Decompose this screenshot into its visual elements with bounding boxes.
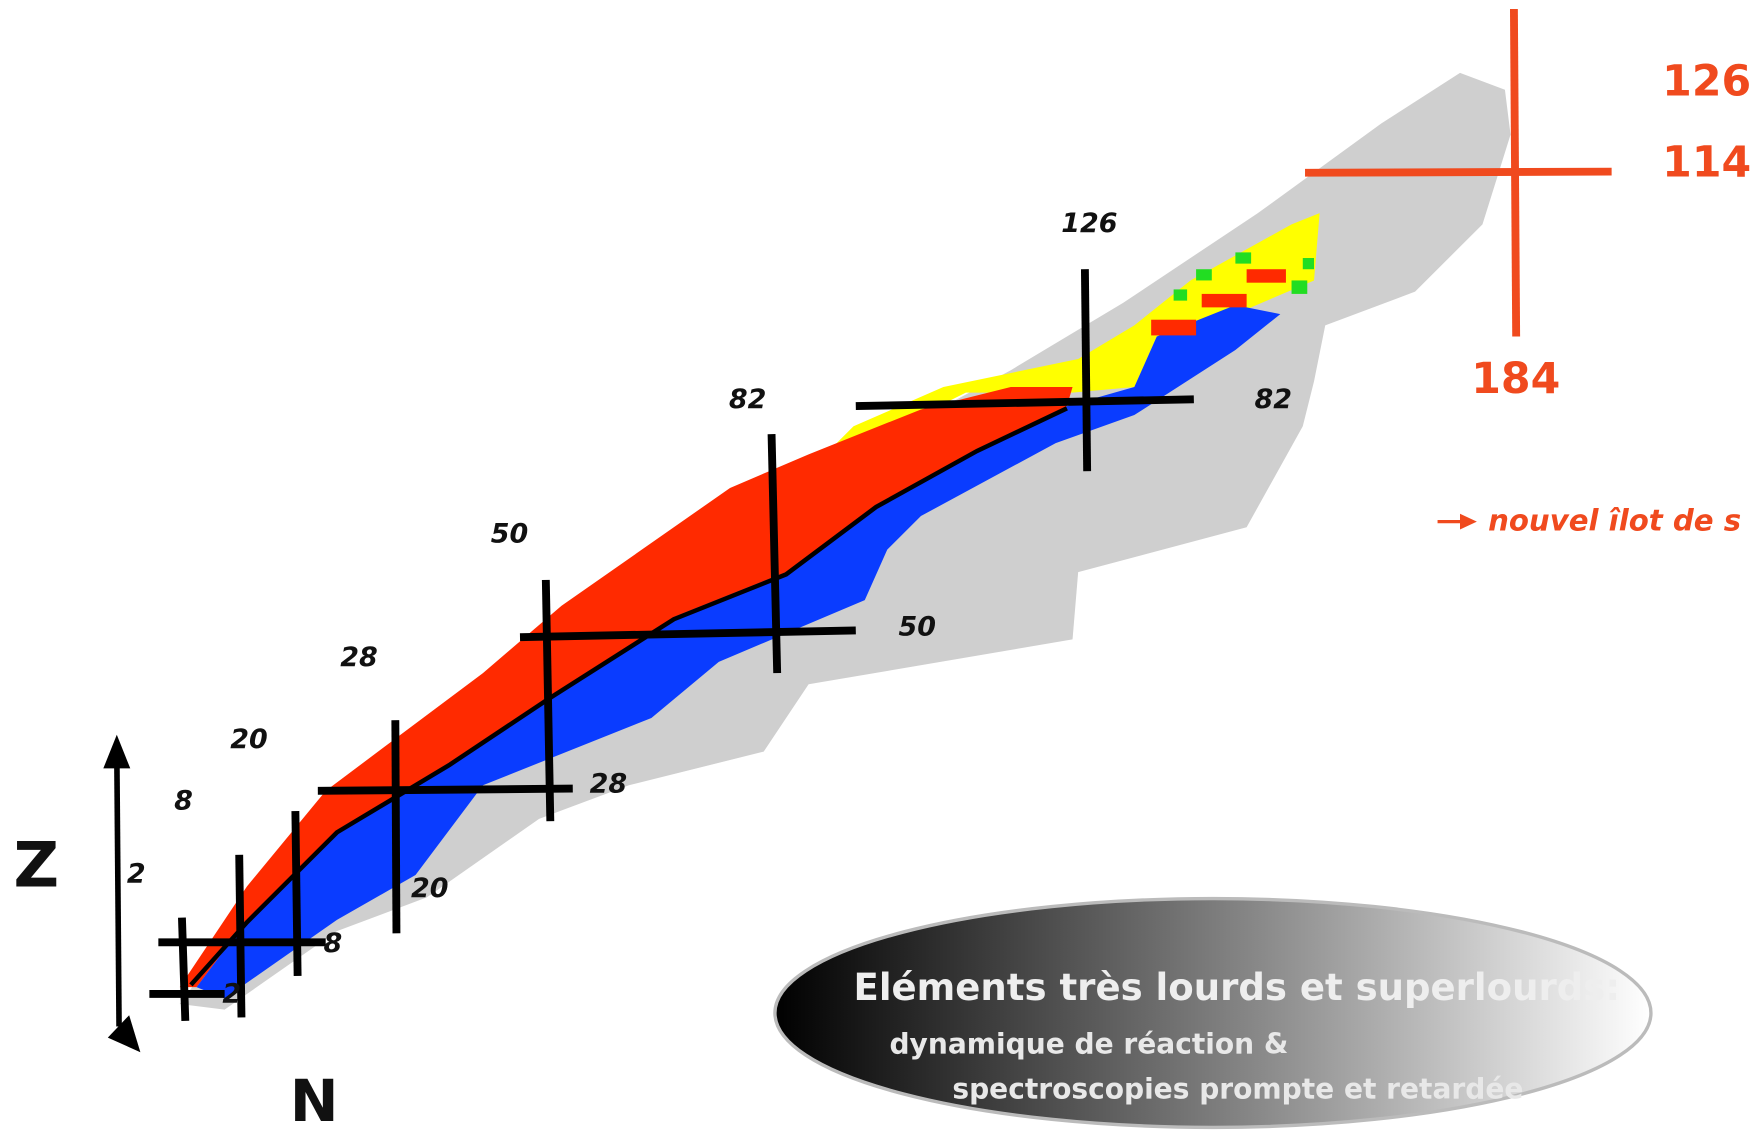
magic-label: 28 xyxy=(340,642,377,673)
magic-label: 50 xyxy=(898,612,935,643)
magic-label: 2 xyxy=(127,858,146,889)
superheavy-label: 126 xyxy=(1662,57,1751,107)
magic-label: 28 xyxy=(590,769,627,800)
page: 2 8 20 28 50 82 126 2 8 20 28 50 82 126 … xyxy=(0,0,1761,1133)
magic-label: 20 xyxy=(230,724,267,755)
z-label: Z xyxy=(13,828,59,901)
superheavy-label: 184 xyxy=(1471,354,1560,404)
magic-label: 82 xyxy=(729,384,766,415)
note-arrow xyxy=(1438,514,1477,530)
banner-line: dynamique de réaction & xyxy=(889,1028,1288,1061)
magic-label: 8 xyxy=(174,786,193,817)
magic-label: 126 xyxy=(1061,208,1117,239)
magic-label: 20 xyxy=(411,873,448,904)
magic-label: 8 xyxy=(323,928,342,959)
magic-label: 50 xyxy=(491,519,528,550)
note: nouvel îlot de s xyxy=(1488,504,1741,538)
nuclide-chart: 2 8 20 28 50 82 126 2 8 20 28 50 82 126 … xyxy=(0,0,1761,1133)
magic-label: 2 xyxy=(222,979,241,1010)
banner-title: Eléments très lourds et superlourds: xyxy=(854,966,1621,1009)
superheavy-label: 114 xyxy=(1662,137,1751,187)
banner-line: spectroscopies prompte et retardée xyxy=(952,1072,1523,1105)
z-axis-arrow xyxy=(103,735,140,1052)
n-label: N xyxy=(290,1067,339,1133)
magic-label: 82 xyxy=(1254,384,1291,415)
